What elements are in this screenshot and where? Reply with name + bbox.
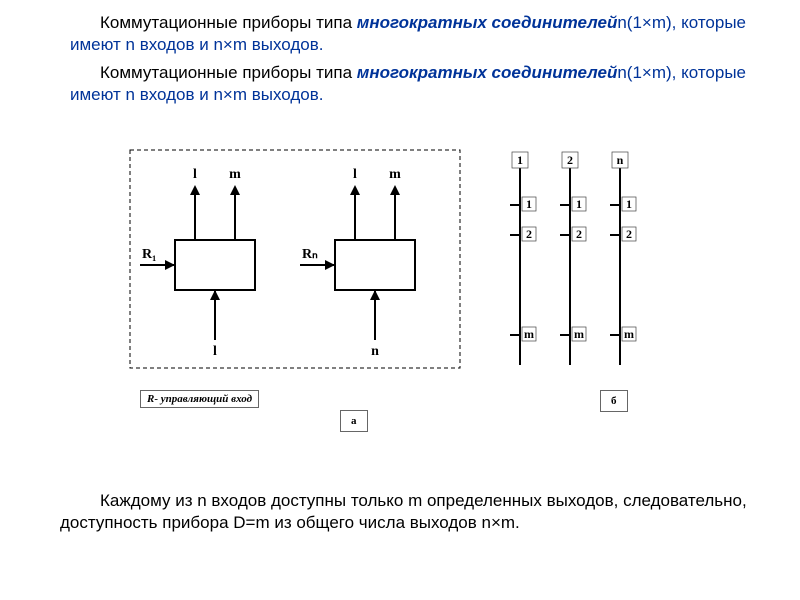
svg-text:l: l: [353, 167, 357, 182]
p2-lead: Коммутационные приборы типа: [100, 63, 357, 82]
paragraph-2: Коммутационные приборы типа многократных…: [0, 56, 800, 106]
svg-text:m: m: [524, 327, 534, 341]
svg-text:2: 2: [626, 227, 632, 241]
p1-lead: Коммутационные приборы типа: [100, 13, 357, 32]
figure-label-b: б: [600, 390, 628, 412]
svg-text:1: 1: [517, 153, 523, 167]
p1-emph: многократных соединителей: [357, 13, 618, 32]
svg-text:2: 2: [526, 227, 532, 241]
svg-text:m: m: [229, 167, 241, 182]
svg-text:n: n: [371, 344, 379, 359]
svg-text:1: 1: [526, 197, 532, 211]
svg-text:l: l: [213, 344, 217, 359]
paragraph-bottom: Каждому из n входов доступны только m оп…: [0, 490, 800, 534]
svg-text:2: 2: [576, 227, 582, 241]
svg-text:R₁: R₁: [142, 247, 156, 262]
p2-emph: многократных соединителей: [357, 63, 618, 82]
figure: l m R₁ l l m Rₙ n: [0, 130, 800, 415]
figure-label-a: а: [340, 410, 368, 432]
svg-text:m: m: [624, 327, 634, 341]
svg-text:1: 1: [626, 197, 632, 211]
svg-text:n: n: [617, 153, 624, 167]
figure-svg: l m R₁ l l m Rₙ n: [120, 130, 680, 410]
figure-caption: R- управляющий вход: [140, 390, 259, 408]
svg-text:Rₙ: Rₙ: [302, 247, 318, 262]
svg-text:2: 2: [567, 153, 573, 167]
svg-text:m: m: [389, 167, 401, 182]
paragraph-1: Коммутационные приборы типа многократных…: [0, 0, 800, 56]
svg-text:1: 1: [576, 197, 582, 211]
svg-text:m: m: [574, 327, 584, 341]
bottom-text: Каждому из n входов доступны только m оп…: [60, 491, 747, 532]
svg-text:l: l: [193, 167, 197, 182]
